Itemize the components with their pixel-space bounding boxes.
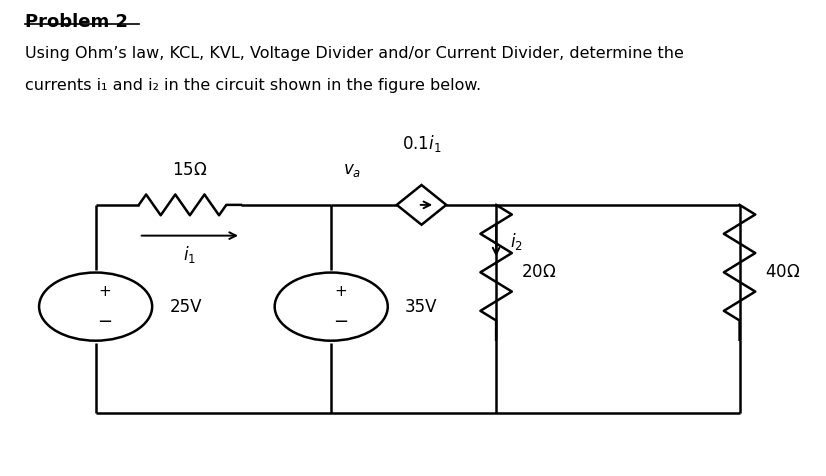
Text: Using Ohm’s law, KCL, KVL, Voltage Divider and/or Current Divider, determine the: Using Ohm’s law, KCL, KVL, Voltage Divid… [25, 46, 684, 61]
Text: $v_a$: $v_a$ [343, 161, 361, 179]
Text: 35V: 35V [405, 298, 438, 316]
Text: $i_1$: $i_1$ [183, 244, 197, 265]
Text: 20$\Omega$: 20$\Omega$ [521, 263, 557, 281]
Text: $0.1i_1$: $0.1i_1$ [401, 133, 441, 154]
Text: 25V: 25V [169, 298, 202, 316]
Text: Problem 2: Problem 2 [25, 13, 128, 31]
Text: 40$\Omega$: 40$\Omega$ [765, 263, 800, 281]
Text: +: + [335, 284, 347, 299]
Text: −: − [333, 313, 349, 331]
Text: −: − [97, 313, 112, 331]
Text: currents i₁ and i₂ in the circuit shown in the figure below.: currents i₁ and i₂ in the circuit shown … [25, 78, 481, 93]
Text: $i_2$: $i_2$ [510, 231, 523, 252]
Text: 15$\Omega$: 15$\Omega$ [172, 161, 207, 179]
Text: +: + [98, 284, 112, 299]
